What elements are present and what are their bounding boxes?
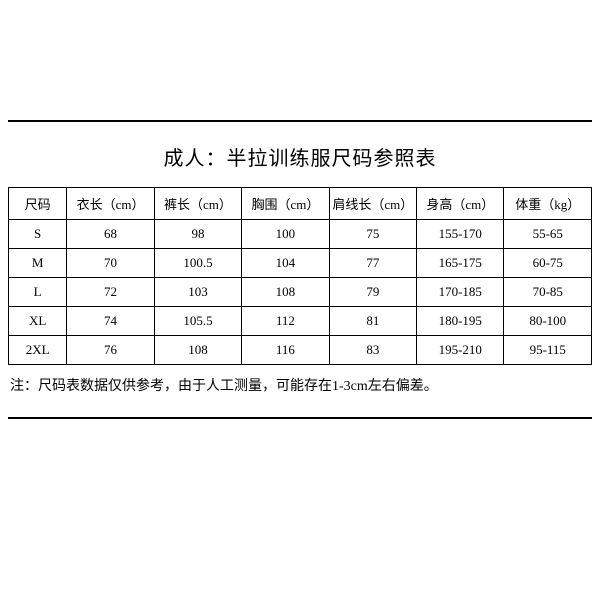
cell: 83: [329, 336, 416, 365]
cell: L: [9, 278, 67, 307]
table-row: XL 74 105.5 112 81 180-195 80-100: [9, 307, 592, 336]
col-header-shoulder: 肩线长（cm）: [329, 188, 416, 220]
cell: 80-100: [504, 307, 592, 336]
cell: 116: [242, 336, 329, 365]
cell: M: [9, 249, 67, 278]
bottom-divider: [8, 417, 592, 419]
cell: 104: [242, 249, 329, 278]
cell: 108: [154, 336, 241, 365]
cell: 112: [242, 307, 329, 336]
cell: 2XL: [9, 336, 67, 365]
cell: 195-210: [417, 336, 504, 365]
cell: 100.5: [154, 249, 241, 278]
cell: XL: [9, 307, 67, 336]
cell: 68: [67, 220, 154, 249]
cell: 72: [67, 278, 154, 307]
cell: 165-175: [417, 249, 504, 278]
table-row: 2XL 76 108 116 83 195-210 95-115: [9, 336, 592, 365]
cell: 70-85: [504, 278, 592, 307]
cell: 55-65: [504, 220, 592, 249]
footnote: 注：尺码表数据仅供参考，由于人工测量，可能存在1-3cm左右偏差。: [8, 365, 592, 395]
cell: 70: [67, 249, 154, 278]
table-header-row: 尺码 衣长（cm） 裤长（cm） 胸围（cm） 肩线长（cm） 身高（cm） 体…: [9, 188, 592, 220]
cell: 77: [329, 249, 416, 278]
cell: 75: [329, 220, 416, 249]
col-header-pants: 裤长（cm）: [154, 188, 241, 220]
table-row: L 72 103 108 79 170-185 70-85: [9, 278, 592, 307]
cell: 155-170: [417, 220, 504, 249]
cell: 108: [242, 278, 329, 307]
cell: 180-195: [417, 307, 504, 336]
cell: S: [9, 220, 67, 249]
cell: 105.5: [154, 307, 241, 336]
top-divider: [8, 120, 592, 122]
cell: 79: [329, 278, 416, 307]
table-title: 成人：半拉训练服尺码参照表: [8, 134, 592, 187]
col-header-height: 身高（cm）: [417, 188, 504, 220]
table-row: S 68 98 100 75 155-170 55-65: [9, 220, 592, 249]
cell: 100: [242, 220, 329, 249]
cell: 60-75: [504, 249, 592, 278]
col-header-size: 尺码: [9, 188, 67, 220]
cell: 76: [67, 336, 154, 365]
size-chart-table: 尺码 衣长（cm） 裤长（cm） 胸围（cm） 肩线长（cm） 身高（cm） 体…: [8, 187, 592, 365]
table-body: S 68 98 100 75 155-170 55-65 M 70 100.5 …: [9, 220, 592, 365]
table-row: M 70 100.5 104 77 165-175 60-75: [9, 249, 592, 278]
cell: 74: [67, 307, 154, 336]
col-header-length: 衣长（cm）: [67, 188, 154, 220]
cell: 98: [154, 220, 241, 249]
cell: 81: [329, 307, 416, 336]
cell: 170-185: [417, 278, 504, 307]
cell: 103: [154, 278, 241, 307]
cell: 95-115: [504, 336, 592, 365]
col-header-chest: 胸围（cm）: [242, 188, 329, 220]
col-header-weight: 体重（kg）: [504, 188, 592, 220]
